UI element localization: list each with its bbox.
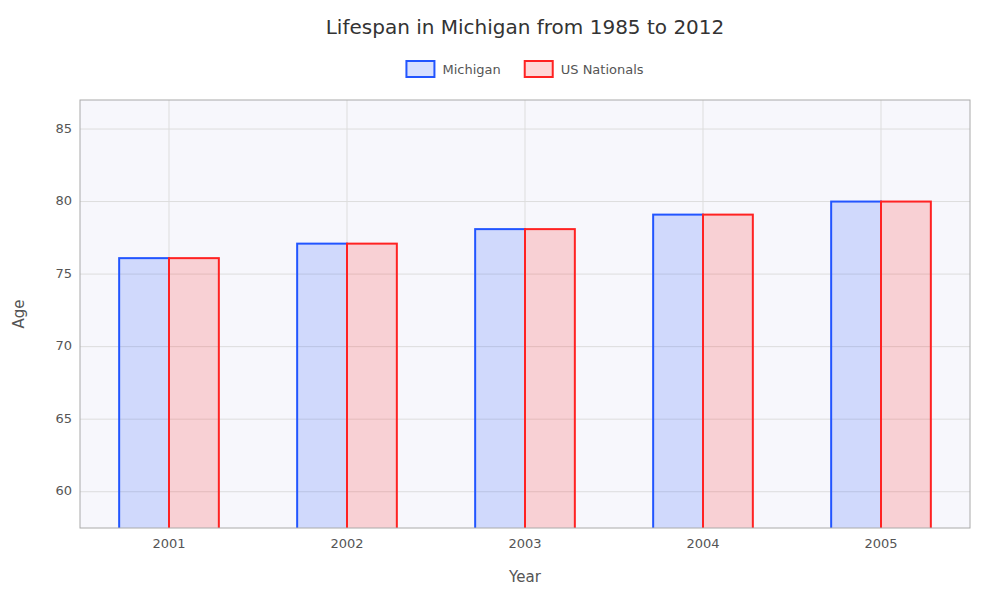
plot-frame bbox=[80, 100, 970, 528]
bar bbox=[475, 229, 525, 528]
chart-svg: 60 65 70 75 80 85 2001 2002 2003 2004 2005 Lifespan… bbox=[0, 0, 1000, 600]
x-tick-label: 2001 bbox=[152, 536, 185, 551]
y-tick-label: 85 bbox=[55, 121, 72, 136]
y-tick-label: 70 bbox=[55, 338, 72, 353]
x-tick-label: 2003 bbox=[508, 536, 541, 551]
bar bbox=[525, 229, 575, 528]
x-tick-label: 2002 bbox=[330, 536, 363, 551]
title: Lifespan in Michigan from 1985 to 2012 bbox=[326, 15, 725, 39]
bar bbox=[703, 215, 753, 528]
chart-container: 60 65 70 75 80 85 2001 2002 2003 2004 2005 Lifespan… bbox=[0, 0, 1000, 600]
y-tick-label: 60 bbox=[55, 483, 72, 498]
bar bbox=[297, 244, 347, 528]
bar bbox=[881, 202, 931, 528]
bar bbox=[653, 215, 703, 528]
legend-item: US Nationals bbox=[525, 61, 644, 77]
legend-swatch bbox=[406, 61, 434, 77]
x-tick-label: 2004 bbox=[686, 536, 719, 551]
x-tick-label: 2005 bbox=[864, 536, 897, 551]
y-tick-label: 80 bbox=[55, 193, 72, 208]
y-tick-label: 75 bbox=[55, 266, 72, 281]
bar bbox=[347, 244, 397, 528]
legend: Michigan US Nationals bbox=[406, 61, 643, 77]
bars bbox=[119, 202, 931, 528]
bar bbox=[831, 202, 881, 528]
bar bbox=[169, 258, 219, 528]
legend-label: Michigan bbox=[442, 62, 500, 77]
legend-item: Michigan bbox=[406, 61, 500, 77]
bar bbox=[119, 258, 169, 528]
legend-label: US Nationals bbox=[561, 62, 644, 77]
y-axis-label: Age bbox=[10, 299, 28, 328]
x-axis-label: Year bbox=[508, 568, 542, 586]
y-tick-label: 65 bbox=[55, 411, 72, 426]
legend-swatch bbox=[525, 61, 553, 77]
